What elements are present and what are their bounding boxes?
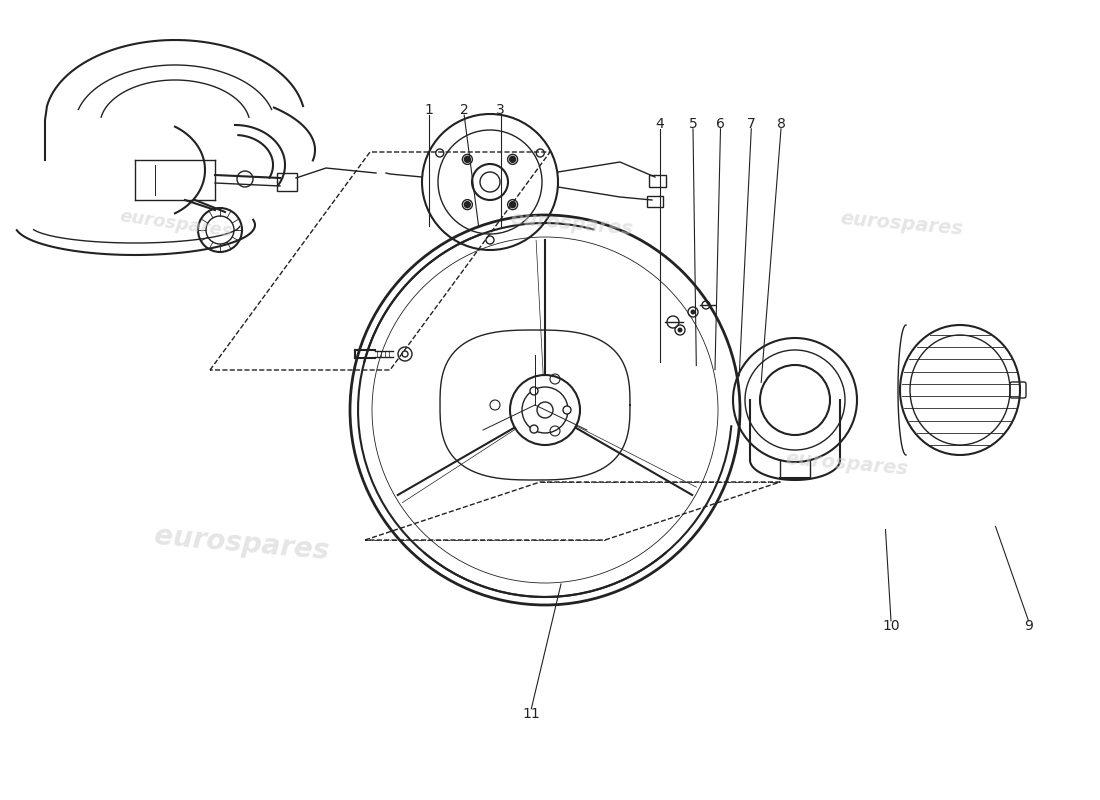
Text: 8: 8 [777,117,785,131]
Circle shape [691,310,695,314]
Circle shape [464,202,471,208]
Text: eurospares: eurospares [839,209,965,239]
Text: 1: 1 [425,103,433,118]
Circle shape [563,406,571,414]
Text: 7: 7 [747,117,756,131]
Circle shape [464,156,471,162]
Circle shape [678,327,682,333]
Text: 5: 5 [689,117,697,131]
Circle shape [530,425,538,433]
Text: 3: 3 [496,103,505,118]
Text: 6: 6 [716,117,725,131]
Text: 4: 4 [656,117,664,131]
Text: eurospares: eurospares [509,209,635,239]
Text: 9: 9 [1024,618,1033,633]
Text: eurospares: eurospares [153,522,331,566]
Text: 2: 2 [460,103,469,118]
Text: eurospares: eurospares [784,449,910,479]
Circle shape [509,202,516,208]
Text: eurospares: eurospares [119,207,233,241]
Text: 11: 11 [522,706,540,721]
Circle shape [509,156,516,162]
Circle shape [530,387,538,395]
Text: 10: 10 [882,618,900,633]
